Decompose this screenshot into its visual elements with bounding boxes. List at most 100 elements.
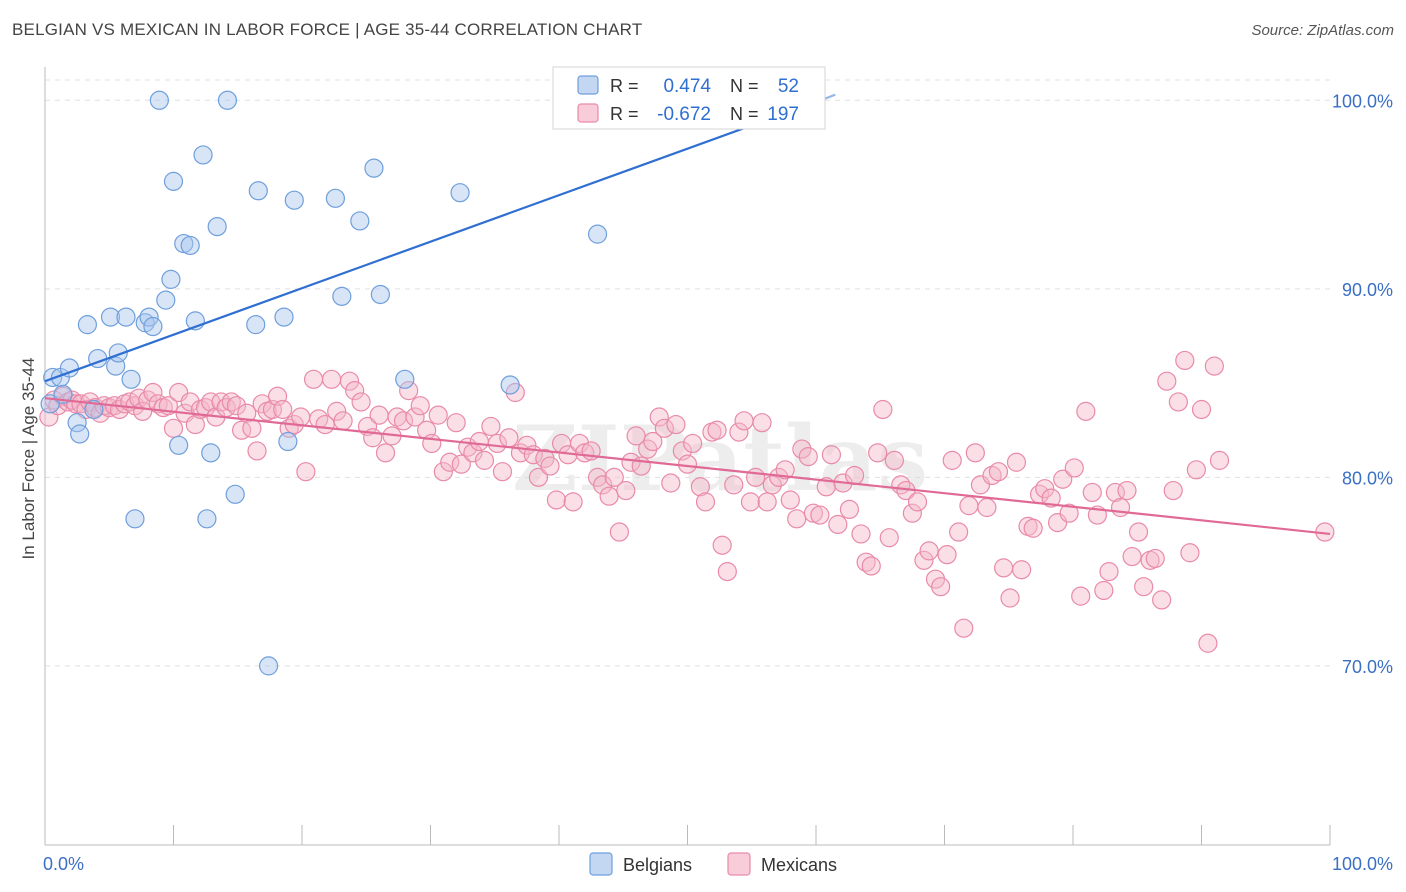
belgian-point <box>350 211 370 231</box>
mexican-point <box>724 475 744 495</box>
belgian-point <box>149 90 169 110</box>
mexican-point <box>405 407 425 427</box>
mexican-point <box>746 467 766 487</box>
mexican-point <box>303 369 324 389</box>
legend-n-label: N = <box>730 104 759 124</box>
mexican-point <box>1198 633 1218 653</box>
mexican-point <box>345 381 365 401</box>
belgian-point <box>332 286 352 306</box>
mexican-point <box>792 439 812 459</box>
mexican-point <box>446 413 466 433</box>
mexican-point <box>1064 458 1084 478</box>
mexican-point <box>333 411 353 431</box>
mexican-point <box>369 405 389 425</box>
legend-series-label: Belgians <box>623 855 692 875</box>
mexican-point <box>643 431 663 452</box>
legend-series-swatch <box>589 852 613 876</box>
mexican-point <box>884 450 904 470</box>
mexican-point <box>775 460 795 480</box>
mexican-point <box>1186 460 1206 480</box>
mexican-point <box>1128 522 1149 542</box>
belgian-point <box>70 424 90 444</box>
mexican-point <box>1006 452 1027 472</box>
mexican-point <box>752 413 772 433</box>
mexican-point <box>499 428 519 448</box>
belgian-point <box>246 315 266 335</box>
mexican-point <box>729 422 749 442</box>
mexican-point <box>757 492 777 512</box>
mexican-point <box>1168 392 1188 412</box>
belgian-point <box>225 484 245 504</box>
mexican-point <box>1099 562 1119 582</box>
mexican-point <box>221 392 241 412</box>
mexican-point <box>593 475 613 495</box>
mexican-point <box>339 371 360 391</box>
mexican-point <box>211 392 231 412</box>
mexican-point <box>1035 479 1055 499</box>
axes-layer: 70.0% 80.0% 90.0% 100.0% 0.0% 100.0% <box>43 67 1393 874</box>
belgian-point <box>193 145 213 165</box>
belgian-point <box>139 307 159 327</box>
legend-r-label: R = <box>610 104 639 124</box>
mexican-point <box>1076 401 1096 421</box>
legend-r-value: -0.672 <box>657 104 711 125</box>
mexican-point <box>937 545 957 565</box>
mexican-point <box>1117 480 1137 501</box>
mexican-point <box>428 405 448 425</box>
legend-n-value: 52 <box>778 76 799 97</box>
legend-series: Belgians Mexicans <box>589 852 837 876</box>
mexican-point <box>879 528 899 548</box>
mexican-point <box>649 407 669 427</box>
mexican-point <box>599 486 619 506</box>
mexican-point <box>977 497 997 518</box>
mexican-point <box>959 496 979 516</box>
mexican-point <box>492 462 513 482</box>
mexican-point <box>393 411 414 431</box>
mexican-point <box>616 480 636 501</box>
watermark: ZIPatlas <box>512 406 928 512</box>
mexican-point <box>1180 543 1200 563</box>
belgian-point <box>201 443 221 463</box>
mexican-point <box>1122 546 1142 567</box>
mexican-point <box>226 396 247 416</box>
mexican-point <box>247 441 267 461</box>
mexican-point <box>734 411 754 431</box>
mexican-point <box>242 418 262 438</box>
chart-source: Source: ZipAtlas.com <box>1251 22 1394 39</box>
mexican-point <box>873 399 893 420</box>
mexican-point <box>327 401 347 421</box>
mexican-point <box>712 535 732 555</box>
mexican-point <box>185 414 205 435</box>
mexican-point <box>1145 548 1165 569</box>
mexican-point <box>1175 350 1195 371</box>
mexican-point <box>683 433 703 454</box>
mexican-point <box>469 431 489 452</box>
mexican-point <box>994 558 1014 578</box>
mexican-point <box>237 403 257 423</box>
mexican-point <box>1023 518 1043 538</box>
belgian-point <box>125 509 145 529</box>
y-axis-title: In Labor Force | Age 35-44 <box>19 358 38 560</box>
mexican-point <box>375 443 396 463</box>
mexican-point <box>828 514 848 535</box>
mexican-point <box>321 369 342 389</box>
mexican-point <box>654 418 674 438</box>
belgian-point <box>180 235 200 256</box>
mexican-point <box>1082 482 1102 503</box>
y-tick-label: 70.0% <box>1342 657 1393 677</box>
belgian-point <box>163 171 184 191</box>
mexican-point <box>1152 590 1172 610</box>
mexican-point <box>914 550 934 570</box>
belgian-point <box>284 190 304 210</box>
legend-stats: R = 0.474 N = 52 R = -0.672 N = 197 <box>552 66 826 130</box>
legend-series-label: Mexicans <box>761 855 837 875</box>
mexican-point <box>907 492 928 512</box>
belgians-points <box>40 90 775 676</box>
mexican-point <box>780 490 800 510</box>
belgian-point <box>370 284 390 305</box>
belgian-point <box>116 307 136 327</box>
mexican-point <box>851 524 871 544</box>
mexican-point <box>1191 399 1212 420</box>
mexican-point <box>868 443 888 463</box>
